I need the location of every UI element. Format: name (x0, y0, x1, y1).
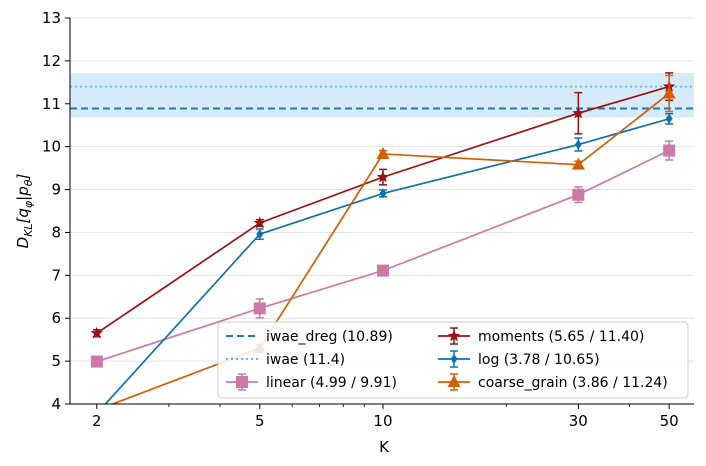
x-tick-label: 30 (569, 412, 588, 430)
y-axis-title-mid: |p (14, 186, 32, 201)
y-tick-label: 7 (51, 266, 61, 284)
coarse-grain-point (662, 86, 676, 99)
y-axis-title-end: ] (14, 174, 32, 181)
y-tick-label: 12 (42, 52, 61, 70)
x-tick-label: 5 (255, 412, 265, 430)
linear-series (90, 140, 676, 368)
legend-item: linear (4.99 / 9.91) (226, 373, 397, 391)
legend-item: log (3.78 / 10.65) (438, 350, 600, 368)
moments-point (572, 106, 585, 119)
y-tick-label: 13 (42, 9, 61, 27)
y-axis-title: DKL[qφ|pθ] (14, 174, 35, 249)
log-series (104, 112, 674, 404)
x-tick-label: 50 (660, 412, 679, 430)
coarse-grain-point (571, 157, 585, 170)
y-tick-label: 6 (51, 309, 61, 327)
linear-point (663, 144, 676, 157)
y-axis-title-group: DKL[qφ|pθ] (14, 174, 35, 249)
moments-point (90, 326, 103, 339)
legend-label: iwae_dreg (10.89) (266, 329, 393, 345)
y-axis-title-theta: θ (22, 179, 35, 186)
y-axis-title-phi: φ (22, 200, 35, 208)
legend-marker-sample (447, 375, 461, 387)
legend-label: log (3.78 / 10.65) (478, 352, 600, 368)
x-tick-label: 10 (373, 412, 392, 430)
legend: iwae_dreg (10.89) iwae (11.4) linear (4.99… (217, 321, 689, 399)
y-tick-label: 8 (51, 223, 61, 241)
legend-label: linear (4.99 / 9.91) (266, 375, 397, 391)
legend-label: moments (5.65 / 11.40) (478, 329, 644, 345)
iwae-dreg-band (70, 72, 694, 118)
legend-label: coarse_grain (3.86 / 11.24) (478, 375, 668, 391)
log-point (379, 188, 387, 199)
log-point (665, 113, 673, 124)
legend-marker-sample (450, 354, 458, 364)
log-point (574, 139, 582, 150)
linear-point (253, 302, 266, 315)
legend-marker-sample (447, 329, 461, 342)
legend-item: iwae_dreg (10.89) (226, 329, 393, 345)
legend-item: iwae (11.4) (226, 352, 345, 368)
y-tick-label: 5 (51, 352, 61, 370)
y-tick-label: 11 (42, 95, 61, 113)
legend-item: moments (5.65 / 11.40) (438, 327, 644, 345)
legend-item: coarse_grain (3.86 / 11.24) (438, 373, 668, 391)
legend-marker-sample (236, 376, 248, 388)
linear-point (572, 188, 585, 201)
x-tick-label: 2 (92, 412, 102, 430)
coarse-grain-point (376, 146, 390, 159)
log-point (256, 229, 264, 240)
moments-line (96, 85, 670, 334)
y-axis-title-sub: KL (22, 223, 35, 236)
y-tick-label: 9 (51, 181, 61, 199)
legend-label: iwae (11.4) (266, 352, 345, 368)
y-tick-label: 10 (42, 138, 61, 156)
linear-point (376, 264, 389, 277)
linear-point (90, 355, 103, 368)
moments-point (253, 216, 266, 229)
moments-point (376, 170, 390, 183)
x-axis-title: K (379, 438, 390, 456)
y-axis-title-bracket: [q (14, 208, 32, 223)
y-axis-title-main: D (14, 237, 32, 249)
y-tick-label: 4 (51, 395, 61, 413)
